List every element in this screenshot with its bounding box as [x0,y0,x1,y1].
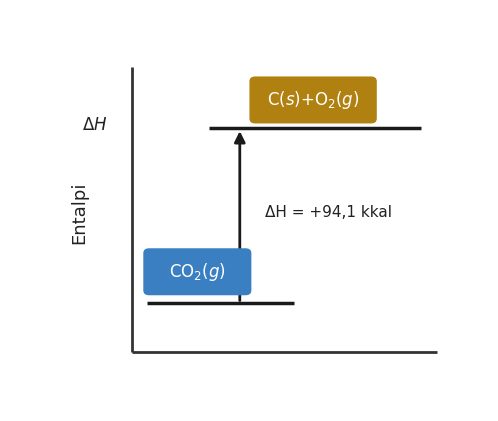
Text: C($s$)+O$_2$($g$): C($s$)+O$_2$($g$) [267,89,360,111]
FancyBboxPatch shape [249,77,377,123]
FancyBboxPatch shape [143,248,251,295]
Text: $\Delta H$: $\Delta H$ [82,116,108,134]
Text: ΔH = +94,1 kkal: ΔH = +94,1 kkal [265,205,392,220]
Text: Entalpi: Entalpi [71,181,89,244]
Text: CO$_2$($g$): CO$_2$($g$) [169,261,226,283]
